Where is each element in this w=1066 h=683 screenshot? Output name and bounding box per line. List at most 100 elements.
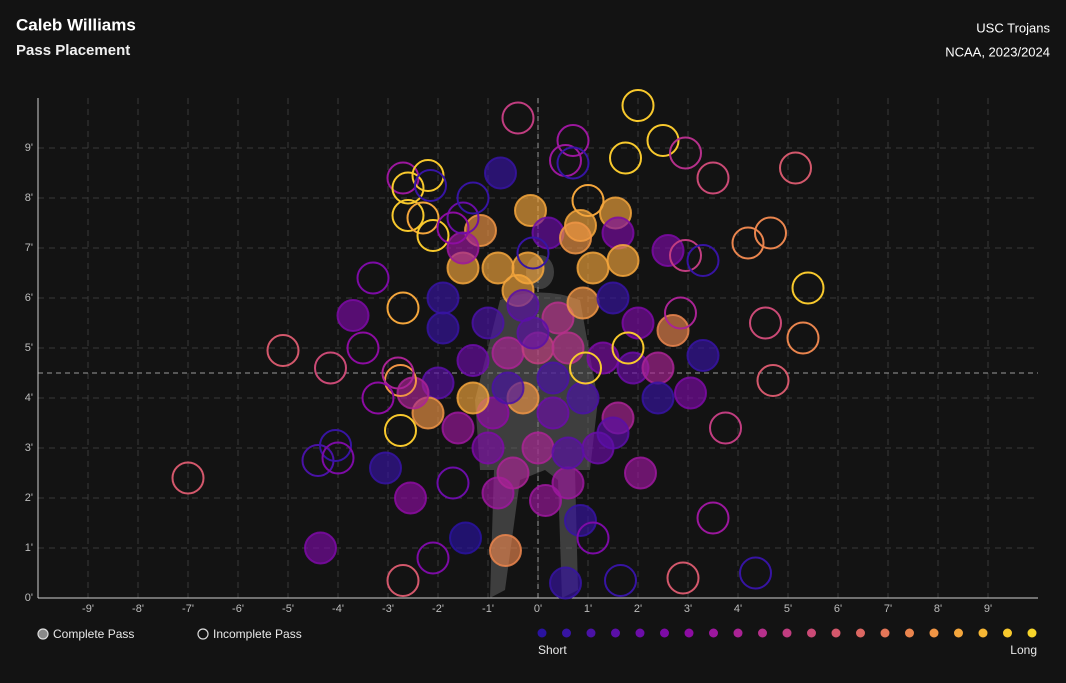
pass-point bbox=[611, 331, 645, 365]
pass-point bbox=[471, 306, 505, 340]
pass-point bbox=[516, 316, 550, 350]
colorscale-dot bbox=[611, 628, 620, 638]
pass-point bbox=[596, 416, 630, 450]
pass-point bbox=[491, 336, 525, 370]
pass-point bbox=[551, 436, 585, 470]
legend-label: Complete Pass bbox=[53, 627, 134, 641]
colorscale-high: Long bbox=[1010, 643, 1037, 657]
pass-point bbox=[446, 201, 480, 235]
pass-point bbox=[489, 534, 522, 567]
pass-point bbox=[426, 311, 460, 345]
pass-point bbox=[536, 396, 570, 430]
season: NCAA, 2023/2024 bbox=[945, 44, 1050, 59]
pass-point bbox=[496, 456, 530, 490]
pass-point bbox=[484, 156, 517, 190]
pass-point bbox=[756, 364, 790, 397]
colorscale-dot bbox=[905, 628, 914, 638]
colorscale-dot bbox=[831, 628, 841, 638]
pass-point bbox=[656, 314, 690, 347]
pass-point bbox=[606, 244, 640, 277]
pass-point bbox=[556, 146, 590, 180]
colorscale-dot bbox=[856, 628, 865, 638]
pass-point bbox=[416, 541, 450, 575]
pass-point bbox=[621, 306, 655, 340]
pass-point bbox=[356, 261, 390, 295]
pass-point bbox=[384, 414, 417, 447]
colorscale-dot bbox=[586, 628, 596, 638]
y-tick-label: 0' bbox=[25, 592, 33, 604]
colorscale-dot bbox=[1003, 628, 1012, 638]
colorscale-dot bbox=[782, 628, 792, 638]
colorscale-dot bbox=[1027, 628, 1037, 638]
pass-point bbox=[564, 504, 597, 537]
pass-point bbox=[536, 361, 570, 395]
pass-point bbox=[674, 376, 707, 410]
pass-point bbox=[541, 301, 575, 335]
legend-marker bbox=[37, 628, 49, 640]
pass-point bbox=[446, 231, 480, 265]
colorscale-dot bbox=[635, 628, 645, 638]
pass-point bbox=[501, 101, 535, 135]
colorscale-dot bbox=[660, 628, 669, 638]
y-tick-label: 8' bbox=[25, 192, 33, 204]
colorscale-dot bbox=[807, 628, 816, 638]
colorscale-dot bbox=[880, 628, 890, 638]
pass-point bbox=[506, 289, 540, 322]
pass-point bbox=[391, 199, 425, 232]
pass-point bbox=[666, 561, 700, 595]
pass-point bbox=[386, 291, 420, 325]
pass-point bbox=[696, 501, 730, 535]
pass-point bbox=[669, 239, 702, 272]
pass-point bbox=[449, 521, 482, 555]
pass-point bbox=[381, 356, 415, 390]
pass-point bbox=[456, 381, 490, 415]
pass-point bbox=[576, 521, 610, 555]
pass-point bbox=[521, 431, 555, 465]
colorscale-dot bbox=[733, 628, 743, 638]
y-tick-label: 4' bbox=[25, 392, 33, 404]
x-tick-label: 9' bbox=[984, 603, 992, 615]
pass-point bbox=[596, 281, 630, 315]
pass-point bbox=[571, 184, 605, 217]
pass-point bbox=[319, 429, 352, 462]
pass-point bbox=[396, 376, 430, 410]
x-tick-label: -9' bbox=[82, 603, 94, 615]
pass-point bbox=[386, 161, 420, 195]
x-tick-label: 2' bbox=[634, 603, 642, 615]
pass-point bbox=[641, 351, 675, 385]
pass-point bbox=[709, 411, 742, 445]
pass-point bbox=[514, 194, 547, 227]
colorscale-dot bbox=[562, 628, 571, 638]
pass-point bbox=[566, 381, 600, 415]
pass-point bbox=[394, 481, 427, 515]
legend: Complete Pass Incomplete Pass Short Long bbox=[37, 627, 1037, 657]
x-tick-label: 4' bbox=[734, 603, 742, 615]
pass-point bbox=[436, 211, 470, 245]
x-tick-label: -6' bbox=[232, 603, 244, 615]
pass-point bbox=[456, 181, 490, 215]
legend-label: Incomplete Pass bbox=[213, 627, 302, 641]
y-tick-label: 7' bbox=[25, 242, 33, 254]
x-tick-label: -7' bbox=[182, 603, 194, 615]
pass-point bbox=[391, 171, 425, 205]
pass-point bbox=[566, 286, 600, 320]
pass-point bbox=[779, 151, 812, 185]
pass-point bbox=[406, 201, 440, 235]
pass-point bbox=[586, 341, 620, 375]
x-tick-label: 1' bbox=[584, 603, 592, 615]
x-tick-label: 8' bbox=[934, 603, 942, 615]
pass-point bbox=[651, 234, 685, 267]
pass-point bbox=[731, 226, 765, 260]
x-tick-label: -1' bbox=[482, 603, 494, 615]
colorscale-dot bbox=[929, 628, 939, 638]
pass-point bbox=[314, 351, 347, 385]
pass-point bbox=[569, 351, 602, 385]
x-tick-label: 5' bbox=[784, 603, 792, 615]
pass-point bbox=[749, 306, 782, 340]
pass-point bbox=[426, 281, 460, 315]
pass-point bbox=[559, 221, 592, 255]
pass-point bbox=[416, 219, 450, 252]
pass-point bbox=[551, 466, 585, 500]
team: USC Trojans bbox=[976, 20, 1050, 35]
